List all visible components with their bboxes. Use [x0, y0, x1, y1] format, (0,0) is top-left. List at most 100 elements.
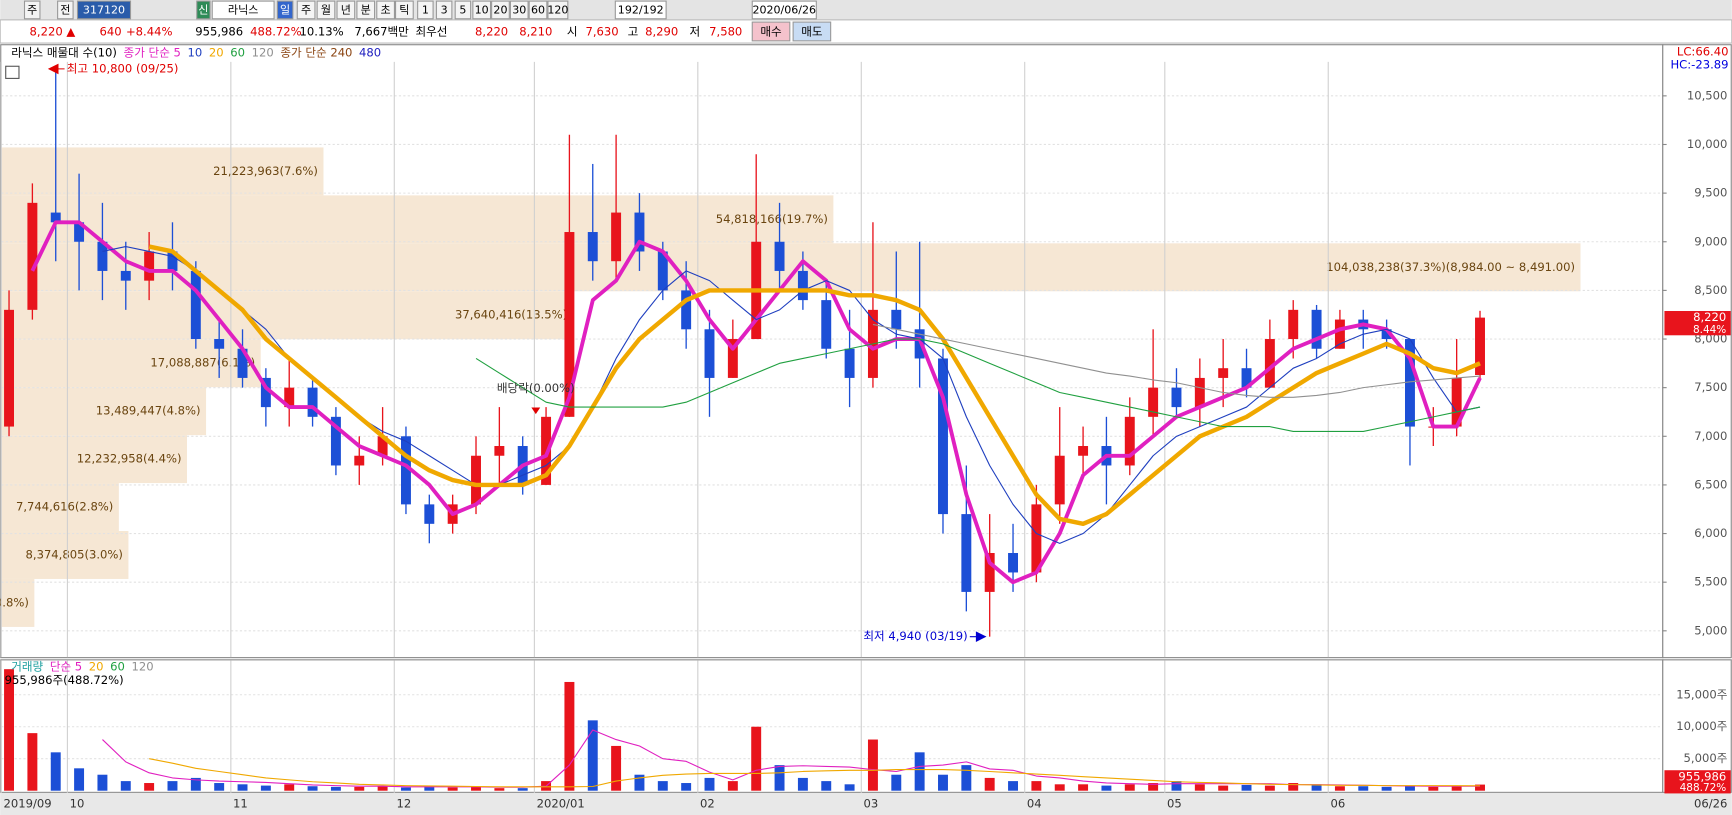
- volume-bar: [447, 787, 458, 791]
- volume-panel: [0, 659, 1664, 793]
- volume-bar: [354, 786, 365, 791]
- toolbar-button[interactable]: [454, 0, 472, 20]
- toolbar-label: 5: [459, 3, 466, 16]
- candle-body: [260, 377, 271, 408]
- info-value: 8,220: [475, 25, 508, 39]
- candle-body: [284, 387, 295, 408]
- toolbar-label: 신: [198, 3, 208, 16]
- toolbar-button[interactable]: [356, 0, 376, 20]
- volume-bar: [914, 752, 925, 791]
- volume-bar: [681, 783, 692, 791]
- toolbar-button[interactable]: [376, 0, 396, 20]
- toolbar-button[interactable]: [395, 0, 414, 20]
- candle-body: [1031, 504, 1042, 573]
- toolbar-label: 년: [341, 3, 351, 16]
- toolbar-button[interactable]: [296, 0, 316, 20]
- candle-body: [27, 202, 38, 310]
- volume-bar: [4, 669, 15, 791]
- candle-body: [377, 436, 388, 456]
- y-tick-label: 9,500: [1694, 186, 1727, 200]
- volume-bar: [1404, 785, 1415, 791]
- candle-body: [354, 455, 365, 466]
- volume-bar: [120, 781, 131, 791]
- info-value: 488.72%: [250, 25, 302, 39]
- toolbar-label: 틱: [399, 3, 409, 16]
- toolbar-label: 3: [441, 3, 448, 16]
- toolbar-button[interactable]: [316, 0, 336, 20]
- info-value: 매도: [801, 25, 823, 39]
- toolbar-button[interactable]: [417, 0, 434, 20]
- candle-body: [1054, 455, 1065, 505]
- candle-body: [97, 241, 108, 271]
- y-tick-label: 9,000: [1694, 234, 1727, 248]
- x-tick-label: 04: [1027, 796, 1042, 810]
- candle-body: [424, 504, 435, 524]
- volume-bar: [284, 784, 295, 791]
- info-value: 10.13%: [299, 25, 343, 39]
- toolbar-label: 분: [361, 3, 371, 16]
- info-value: 955,986: [195, 25, 243, 39]
- toolbar-button[interactable]: [76, 0, 132, 20]
- candle-body: [1264, 339, 1275, 388]
- order-button[interactable]: [751, 21, 791, 42]
- volume-profile-bar: [1, 531, 129, 579]
- volume-bar: [307, 786, 318, 791]
- toolbar-button[interactable]: [196, 0, 211, 20]
- x-tick-label: 2020/01: [537, 796, 585, 810]
- volume-bar: [1124, 784, 1135, 791]
- y-tick-label: 5,000주: [1684, 751, 1728, 765]
- candle-body: [1475, 317, 1485, 376]
- grid-icon: [5, 65, 20, 79]
- change-tag: 8.44%: [1693, 324, 1726, 336]
- candle-body: [611, 212, 622, 262]
- toolbar-label: 주: [301, 3, 311, 16]
- candle-body: [634, 212, 645, 252]
- toolbar-button[interactable]: [435, 0, 453, 20]
- toolbar-button[interactable]: [509, 0, 529, 20]
- volume-bar: [1475, 784, 1485, 791]
- toolbar-button[interactable]: [614, 0, 667, 20]
- toolbar-button[interactable]: [528, 0, 548, 20]
- volume-bar: [1451, 786, 1462, 791]
- legend-item: 거래량: [11, 660, 43, 674]
- volume-bar: [844, 784, 855, 791]
- toolbar-button[interactable]: [336, 0, 356, 20]
- toolbar-button[interactable]: [491, 0, 510, 20]
- volume-bar: [961, 765, 972, 791]
- volume-bar: [167, 781, 178, 791]
- toolbar-label: 60: [531, 3, 545, 16]
- toolbar-button[interactable]: [211, 0, 275, 20]
- volume-profile-label: 7,744,616(2.8%): [16, 500, 113, 514]
- candle-body: [1288, 309, 1299, 340]
- toolbar-button[interactable]: [276, 0, 294, 20]
- toolbar-button[interactable]: [751, 0, 817, 20]
- toolbar-button[interactable]: [57, 0, 74, 20]
- volume-bar: [1311, 784, 1322, 791]
- candle-body: [471, 455, 481, 505]
- info-value: 640: [100, 25, 122, 39]
- candle-body: [167, 251, 178, 271]
- price-tag: 8,220: [1693, 310, 1726, 324]
- volume-bar: [260, 785, 271, 791]
- y-tick-label: 7,000: [1694, 429, 1727, 443]
- legend-item: 60: [110, 660, 125, 674]
- toolbar-button[interactable]: [23, 0, 41, 20]
- order-button[interactable]: [792, 21, 832, 42]
- volume-header: 955,986주(488.72%): [5, 673, 124, 687]
- volume-bar: [634, 774, 645, 791]
- volume-profile-label: 104,038,238(37.3%)(8,984.00 ~ 8,491.00): [1326, 260, 1575, 274]
- annotation-arrow: [47, 63, 65, 75]
- volume-bar: [50, 752, 61, 791]
- volume-bar: [1054, 784, 1065, 791]
- candle-body: [564, 232, 575, 417]
- volume-ratio-tag: 488.72%: [1680, 782, 1727, 794]
- toolbar-button[interactable]: [472, 0, 492, 20]
- volume-bar: [1381, 786, 1392, 791]
- legend-item: 종가 단순 5: [124, 46, 181, 60]
- volume-bar: [704, 777, 715, 791]
- volume-bar: [727, 781, 738, 791]
- candle-body: [704, 329, 715, 378]
- toolbar-button[interactable]: [547, 0, 569, 20]
- x-tick-label: 12: [396, 796, 411, 810]
